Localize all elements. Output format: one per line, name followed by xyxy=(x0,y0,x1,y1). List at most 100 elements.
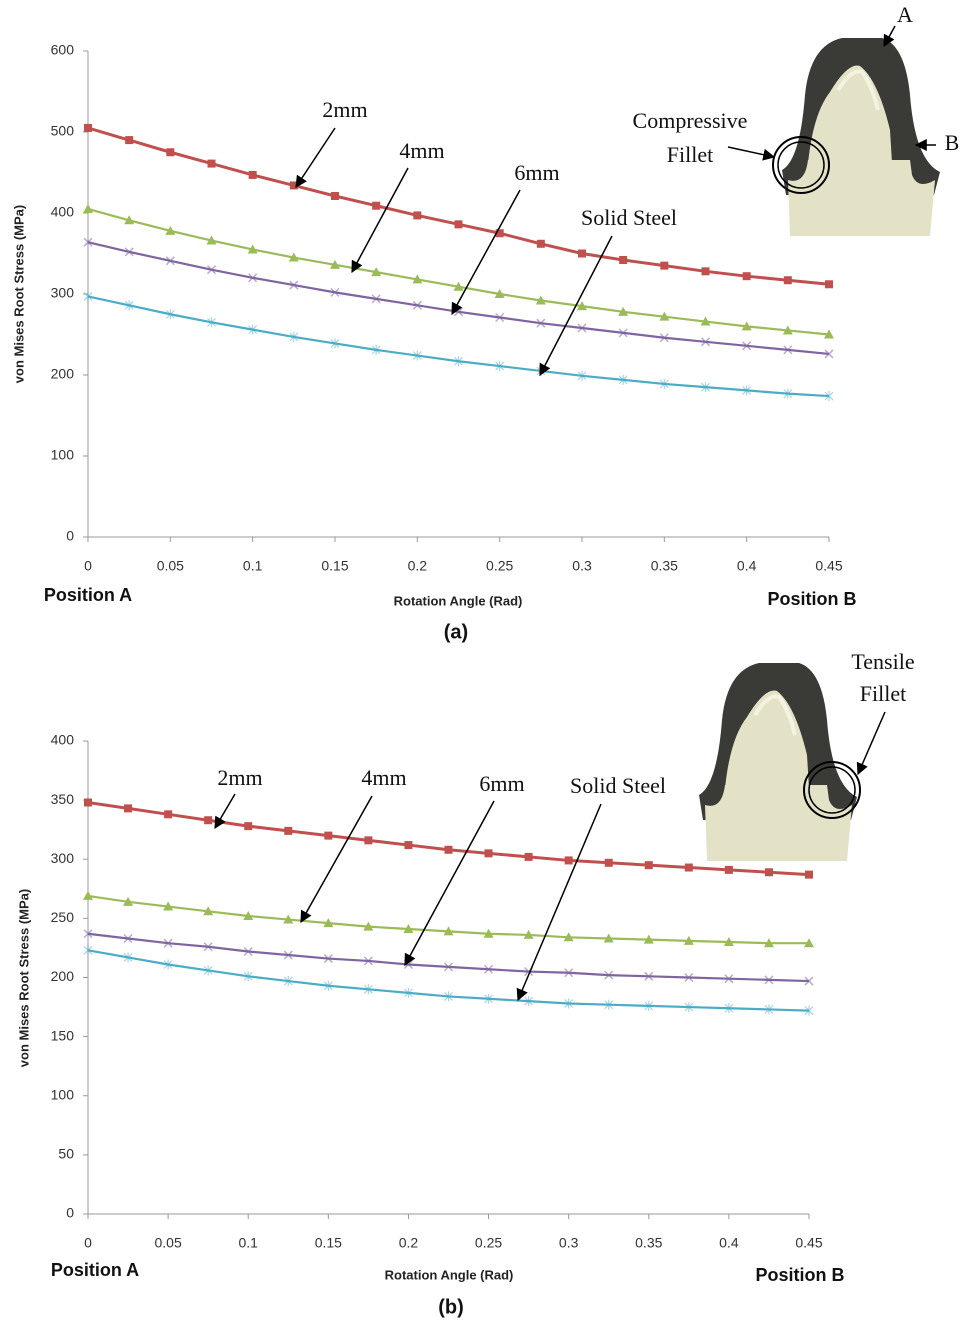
x-tick-label: 0.25 xyxy=(486,558,513,574)
y-tick-label: 200 xyxy=(51,366,75,382)
y-tick-label: 350 xyxy=(51,791,75,807)
marker-triangle xyxy=(83,204,93,213)
x-tick-label: 0.2 xyxy=(408,558,428,574)
marker-square xyxy=(645,861,653,869)
x-tick-label: 0.25 xyxy=(475,1235,502,1251)
marker-square xyxy=(125,136,133,144)
marker-square xyxy=(605,859,613,867)
annotation: Fillet xyxy=(860,681,906,706)
annotation-arrow xyxy=(540,236,612,375)
y-tick-label: 600 xyxy=(51,42,75,58)
series-line xyxy=(88,950,809,1010)
annotation: Fillet xyxy=(667,142,713,167)
y-axis-label: von Mises Root Stress (MPa) xyxy=(16,889,31,1067)
y-tick-label: 200 xyxy=(51,968,75,984)
marker-square xyxy=(805,871,813,879)
y-tick-label: 250 xyxy=(51,909,75,925)
annotation: 6mm xyxy=(514,160,559,185)
y-tick-label: 300 xyxy=(51,850,75,866)
x-tick-label: 0.4 xyxy=(737,558,757,574)
series xyxy=(84,930,813,985)
y-tick-label: 500 xyxy=(51,123,75,139)
marker-square xyxy=(578,250,586,258)
marker-square xyxy=(364,836,372,844)
annotation-arrow xyxy=(352,168,408,272)
annotation: Position B xyxy=(768,589,857,609)
annotation: Tensile xyxy=(851,649,914,674)
series-line xyxy=(88,802,809,874)
y-tick-label: 0 xyxy=(66,1205,74,1221)
marker-square xyxy=(537,240,545,248)
marker-square xyxy=(244,822,252,830)
x-tick-label: 0.05 xyxy=(154,1235,181,1251)
marker-square xyxy=(445,846,453,854)
x-tick-label: 0 xyxy=(84,558,92,574)
annotation-arrow xyxy=(728,147,774,157)
x-tick-label: 0.15 xyxy=(315,1235,342,1251)
marker-square xyxy=(324,832,332,840)
marker-square xyxy=(784,276,792,284)
marker-square xyxy=(485,849,493,857)
marker-square xyxy=(725,866,733,874)
x-tick-label: 0.1 xyxy=(238,1235,258,1251)
y-tick-label: 0 xyxy=(66,528,74,544)
annotation: Position A xyxy=(44,585,132,605)
annotation: Compressive xyxy=(633,108,748,133)
series xyxy=(84,291,833,401)
annotation: (a) xyxy=(444,621,468,643)
x-tick-label: 0.45 xyxy=(815,558,842,574)
marker-square xyxy=(413,211,421,219)
x-tick-label: 0 xyxy=(84,1235,92,1251)
annotation: B xyxy=(945,130,960,155)
y-tick-label: 400 xyxy=(51,204,75,220)
series-line xyxy=(88,242,829,354)
figure: 010020030040050060000.050.10.150.20.250.… xyxy=(0,0,966,1321)
series xyxy=(84,124,833,288)
annotation: Position B xyxy=(756,1265,845,1285)
annotation: 2mm xyxy=(322,97,367,122)
marker-square xyxy=(372,202,380,210)
series xyxy=(83,891,814,947)
series-line xyxy=(88,128,829,284)
x-tick-label: 0.4 xyxy=(719,1235,739,1251)
x-tick-label: 0.2 xyxy=(399,1235,419,1251)
marker-square xyxy=(249,171,257,179)
x-tick-label: 0.35 xyxy=(635,1235,662,1251)
annotation: Solid Steel xyxy=(570,773,666,798)
annotation: (b) xyxy=(438,1296,464,1318)
marker-square xyxy=(164,810,172,818)
x-tick-label: 0.1 xyxy=(243,558,263,574)
x-tick-label: 0.3 xyxy=(572,558,592,574)
marker-square xyxy=(825,280,833,288)
y-tick-label: 50 xyxy=(58,1146,74,1162)
y-tick-label: 400 xyxy=(51,732,75,748)
annotation: 4mm xyxy=(361,765,406,790)
x-tick-label: 0.45 xyxy=(795,1235,822,1251)
x-tick-label: 0.15 xyxy=(321,558,348,574)
marker-square xyxy=(84,798,92,806)
y-tick-label: 300 xyxy=(51,285,75,301)
x-tick-label: 0.3 xyxy=(559,1235,579,1251)
marker-square xyxy=(619,256,627,264)
annotation: 6mm xyxy=(479,771,524,796)
marker-square xyxy=(525,853,533,861)
marker-square xyxy=(331,192,339,200)
annotation: Position A xyxy=(51,1260,139,1280)
marker-square xyxy=(208,160,216,168)
series-line xyxy=(88,896,809,943)
annotation: Solid Steel xyxy=(581,205,677,230)
annotation: 4mm xyxy=(399,138,444,163)
marker-square xyxy=(124,804,132,812)
y-tick-label: 100 xyxy=(51,447,75,463)
x-axis-label: Rotation Angle (Rad) xyxy=(394,593,523,608)
series xyxy=(84,238,833,358)
series xyxy=(84,945,813,1015)
annotation: A xyxy=(897,2,913,27)
marker-square xyxy=(743,272,751,280)
x-axis-label: Rotation Angle (Rad) xyxy=(385,1267,514,1282)
marker-square xyxy=(455,220,463,228)
y-tick-label: 150 xyxy=(51,1027,75,1043)
marker-square xyxy=(204,816,212,824)
y-tick-label: 100 xyxy=(51,1086,75,1102)
marker-square xyxy=(660,262,668,270)
